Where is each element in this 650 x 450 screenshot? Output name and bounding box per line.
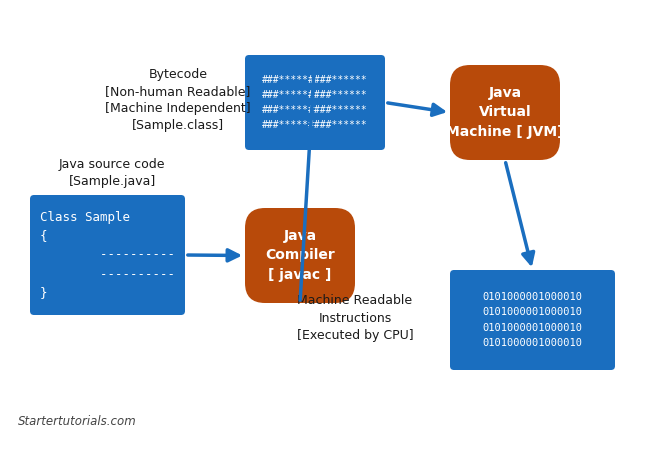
Text: Bytecode
[Non-human Readable]
[Machine Independent]
[Sample.class]: Bytecode [Non-human Readable] [Machine I…: [105, 68, 251, 132]
Text: Startertutorials.com: Startertutorials.com: [18, 415, 136, 428]
Text: Java
Compiler
[ javac ]: Java Compiler [ javac ]: [265, 229, 335, 282]
Text: Java
Virtual
Machine [ JVM]: Java Virtual Machine [ JVM]: [447, 86, 564, 139]
Text: Class Sample
{
        ----------
        ----------
}: Class Sample { ---------- ---------- }: [40, 211, 175, 300]
FancyBboxPatch shape: [450, 65, 560, 160]
FancyBboxPatch shape: [30, 195, 185, 315]
FancyBboxPatch shape: [245, 208, 355, 303]
Text: ###*****####******
###*****####******
###*****####******
###*****####******: ###*****####****** ###*****####****** ##…: [262, 75, 368, 130]
FancyBboxPatch shape: [450, 270, 615, 370]
Text: 0101000001000010
0101000001000010
0101000001000010
0101000001000010: 0101000001000010 0101000001000010 010100…: [482, 292, 582, 348]
FancyBboxPatch shape: [245, 55, 385, 150]
Text: Machine Readable
Instructions
[Executed by CPU]: Machine Readable Instructions [Executed …: [296, 294, 413, 342]
Text: Java source code
[Sample.java]: Java source code [Sample.java]: [58, 158, 165, 188]
